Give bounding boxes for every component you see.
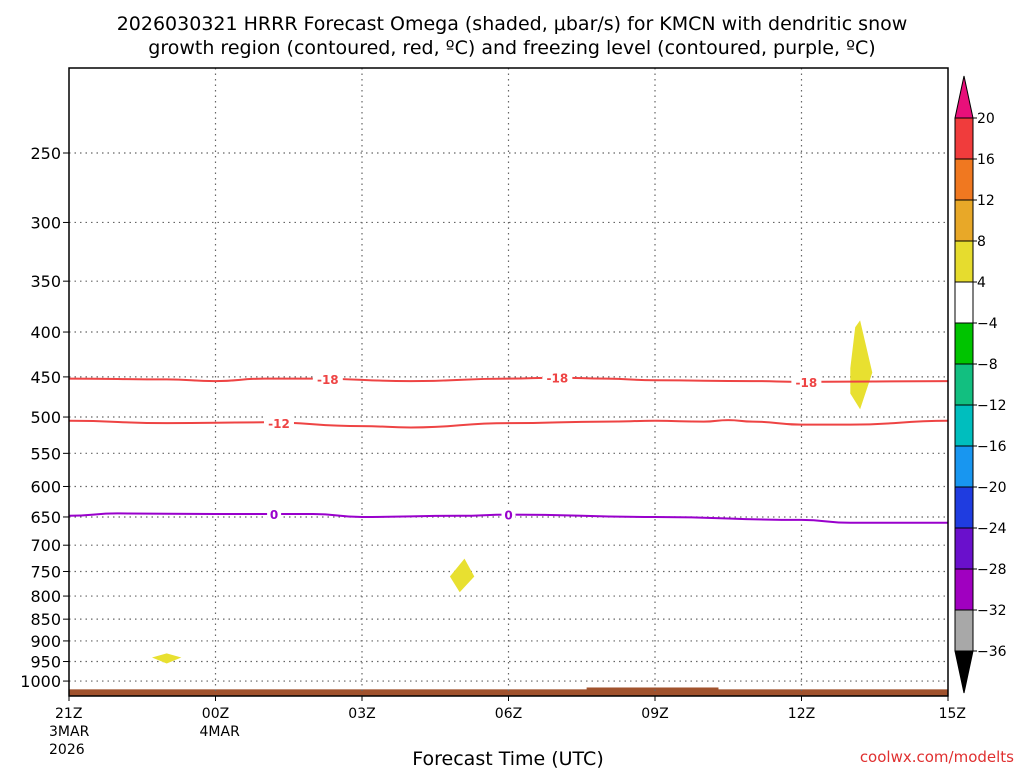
colorbar-label-13: −36 — [977, 644, 1007, 660]
watermark: coolwx.com/modelts — [860, 748, 1014, 766]
colorbar-label-7: −12 — [977, 398, 1007, 414]
x-tick-sublabel-21Z-1: 2026 — [49, 742, 85, 758]
colorbar-label-2: 12 — [977, 193, 995, 209]
x-tick-label-15Z: 15Z — [939, 706, 966, 722]
y-tick-label-800: 800 — [30, 587, 61, 606]
y-tick-label-900: 900 — [30, 632, 61, 651]
dgz-minus18-label-2: -18 — [796, 376, 818, 390]
colorbar-swatch-3 — [954, 240, 974, 283]
colorbar-label-9: −20 — [977, 480, 1007, 496]
dgz-minus12-label-0: -12 — [268, 417, 290, 431]
freezing-level-line — [68, 512, 948, 524]
freezing-level-label-0: 0 — [270, 508, 278, 522]
plot-area: 250 300 350 400 450 500 550 600 650 700 750 800 850 9… — [20, 67, 966, 758]
colorbar-swatch-11 — [954, 568, 974, 611]
colorbar-swatch-2 — [954, 199, 974, 242]
y-tick-label-700: 700 — [30, 536, 61, 555]
y-tick-label-600: 600 — [30, 477, 61, 496]
x-tick-label-03Z: 03Z — [348, 706, 375, 722]
dgz-minus18-label-bg-1 — [542, 369, 573, 385]
x-tick-sublabel-00Z-0: 4MAR — [200, 724, 241, 740]
omega-patch-430 — [850, 320, 873, 410]
y-tick-label-550: 550 — [30, 444, 61, 463]
freezing-level-label-bg-0 — [267, 506, 282, 522]
omega-patch-750 — [449, 558, 475, 593]
y-tick-label-500: 500 — [30, 408, 61, 427]
chart-title-line-2: growth region (contoured, red, ºC) and f… — [148, 37, 875, 59]
y-tick-label-300: 300 — [30, 213, 61, 232]
chart-title-line-1: 2026030321 HRRR Forecast Omega (shaded, … — [117, 13, 908, 35]
dgz-minus18-label-bg-0 — [312, 370, 343, 386]
x-axis-label: Forecast Time (UTC) — [412, 748, 603, 768]
colorbar-label-8: −16 — [977, 439, 1007, 455]
colorbar-label-12: −32 — [977, 603, 1007, 619]
surface-ground-bump — [586, 687, 719, 696]
colorbar-swatch-6 — [954, 363, 974, 406]
x-tick-sublabel-21Z-0: 3MAR — [49, 724, 90, 740]
freezing-level-label-bg-1 — [501, 506, 516, 522]
dgz-minus18-label-0: -18 — [317, 373, 339, 387]
colorbar-bottom-arrow — [954, 650, 974, 694]
colorbar-swatch-0 — [954, 117, 974, 160]
omega-patch-950 — [152, 653, 182, 664]
colorbar-top-arrow — [954, 75, 974, 119]
x-tick-label-00Z: 00Z — [202, 706, 229, 722]
colorbar-label-6: −8 — [977, 357, 998, 373]
colorbar-swatch-7 — [954, 404, 974, 447]
dgz-minus18-line — [68, 376, 949, 383]
plot-frame — [68, 67, 949, 697]
colorbar-label-1: 16 — [977, 152, 995, 168]
omega-colorbar: 20 16 12 8 4 −4 −8 −12 −16 −20 −24 −28 −32 −36 — [954, 75, 1007, 694]
colorbar-label-3: 8 — [977, 234, 986, 250]
colorbar-swatch-1 — [954, 158, 974, 201]
colorbar-swatch-8 — [954, 445, 974, 488]
x-tick-label-12Z: 12Z — [788, 706, 815, 722]
colorbar-label-0: 20 — [977, 111, 995, 127]
y-tick-label-250: 250 — [30, 144, 61, 163]
y-tick-label-450: 450 — [30, 368, 61, 387]
colorbar-label-5: −4 — [977, 316, 998, 332]
y-tick-label-850: 850 — [30, 610, 61, 629]
y-tick-label-650: 650 — [30, 508, 61, 527]
colorbar-swatch-9 — [954, 486, 974, 529]
x-tick-label-09Z: 09Z — [641, 706, 668, 722]
y-tick-label-750: 750 — [30, 562, 61, 581]
colorbar-swatch-5 — [954, 322, 974, 365]
x-tick-label-06Z: 06Z — [495, 706, 522, 722]
y-tick-label-400: 400 — [30, 323, 61, 342]
colorbar-swatch-4 — [954, 281, 974, 324]
colorbar-swatch-12 — [954, 609, 974, 652]
dgz-minus18-label-1: -18 — [546, 372, 568, 386]
freezing-level-label-1: 0 — [504, 509, 512, 523]
dgz-minus18-label-bg-2 — [791, 373, 822, 389]
colorbar-swatch-10 — [954, 527, 974, 570]
surface-ground — [69, 689, 948, 696]
y-tick-label-350: 350 — [30, 272, 61, 291]
colorbar-label-10: −24 — [977, 521, 1007, 537]
colorbar-label-11: −28 — [977, 562, 1007, 578]
colorbar-label-4: 4 — [977, 275, 986, 291]
y-tick-label-1000: 1000 — [20, 672, 61, 691]
x-tick-label-21Z: 21Z — [55, 706, 82, 722]
dgz-minus12-label-bg-0 — [263, 414, 294, 430]
y-tick-label-950: 950 — [30, 653, 61, 672]
